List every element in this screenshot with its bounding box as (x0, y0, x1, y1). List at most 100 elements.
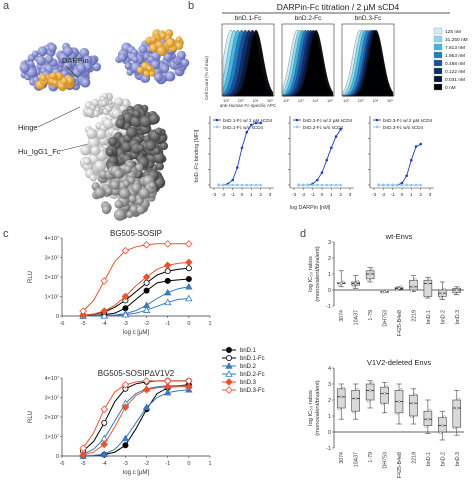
binding-point (400, 183, 404, 187)
d-x-tick: bnD.1 (426, 452, 432, 466)
binding-legend-marker (295, 118, 299, 122)
hist-ylabel: Cell Count (% of max) (204, 55, 209, 100)
binding-x-tick: 0 (241, 192, 244, 198)
c-data-point (163, 261, 172, 270)
binding-point (254, 121, 258, 125)
c-x-tick: 1 (208, 321, 211, 327)
d-x-tick: DH753 (383, 452, 389, 469)
darpin-atom (164, 71, 176, 82)
d-y-tick: 3 (328, 240, 331, 246)
binding-point (334, 183, 338, 187)
histogram-trace (223, 29, 274, 97)
c-data-point (143, 279, 150, 286)
panel-a-structure: DARPin Hinge Hu_IgG1_Fc (0, 0, 190, 225)
darpin-atom (126, 68, 134, 76)
binding-legend-label: bnD.1-Fc w/o sCD4 (223, 125, 264, 130)
binding-point (226, 183, 230, 187)
darpin-atom (180, 58, 190, 68)
c-series-line (83, 278, 189, 317)
fc-atom (126, 210, 134, 219)
fc-atom (86, 128, 98, 139)
c-data-point (142, 241, 151, 249)
box-iqr (423, 280, 433, 297)
binding-point (320, 171, 324, 174)
binding-x-tick: 0 (401, 192, 404, 198)
c-data-point (142, 377, 151, 385)
binding-chart-2: -3 -2 -1 0 1 2 3 bnD.2-Fc w/ 2 µM sCD4 bnD.2-Fc … (288, 116, 354, 198)
binding-point (405, 174, 408, 177)
panel-d: wt-Envs -1 0 1 2 3 log IC₅₀ ratios (monovalent/… (300, 228, 474, 490)
c-y-tick: 4×10⁷ (45, 375, 59, 382)
box-point (356, 388, 359, 391)
c-data-point (121, 246, 130, 255)
binding-point (222, 183, 225, 187)
darpin-atom (62, 46, 74, 57)
hist-legend-swatch (433, 43, 443, 51)
panel-b-title: DARPin-Fc titration / 2 µM sCD4 (277, 2, 400, 12)
box-point (453, 426, 457, 430)
box-point (410, 415, 413, 419)
binding-point (339, 183, 342, 187)
c-series-line (83, 261, 189, 316)
molecule-atoms (19, 29, 190, 221)
panel-b: DARPin-Fc titration / 2 µM sCD4 bnD.1-Fc… (188, 0, 474, 225)
darpin-interface-atom (149, 35, 157, 44)
c-data-point (79, 451, 87, 459)
fc-atom (114, 97, 124, 107)
neutralization-title: BG505-SOSIP (110, 229, 162, 238)
d-x-tick: F425-B4e8 (397, 310, 403, 336)
box-point (339, 282, 343, 285)
fc-atom (83, 157, 92, 166)
binding-point (405, 183, 408, 187)
c-data-point (164, 288, 172, 296)
c-data-point (185, 383, 193, 391)
box-point (368, 272, 372, 276)
binding-legend-label: bnD.3-Fc w/ 2 µM sCD4 (383, 118, 433, 123)
hist-x-tick: 10² (283, 98, 289, 103)
binding-point (245, 131, 248, 134)
hist-legend-label: 31.250 nM (445, 37, 468, 43)
binding-legend-label: bnD.3-Fc w/o sCD4 (383, 125, 424, 130)
c-legend-label: bnD.1 (240, 348, 257, 354)
binding-point (240, 183, 244, 187)
c-x-tick: -3 (123, 321, 128, 327)
binding-point (386, 183, 390, 187)
box-point (354, 282, 357, 285)
d-x-tick: bnD.2 (440, 452, 446, 466)
hist-x-tick: 10³ (298, 98, 304, 103)
darpin-interface-atom (165, 38, 176, 48)
c-data-point (185, 258, 193, 267)
binding-series-line (378, 143, 421, 186)
box-point (381, 402, 384, 406)
hist-legend-swatch (433, 35, 443, 43)
box-point (370, 381, 374, 385)
hist-x-tick: 10³ (358, 98, 364, 103)
darpin-atom (62, 61, 73, 71)
c-data-point (142, 385, 151, 394)
box-point (395, 412, 399, 415)
fc-atom (114, 199, 124, 209)
hist-x-tick: 10⁴ (372, 98, 378, 103)
fc-atom (104, 187, 113, 195)
structure-illustration: DARPin Hinge Hu_IgG1_Fc (18, 29, 190, 221)
box-point (383, 392, 386, 395)
hist-x-tick: 10³ (238, 98, 244, 103)
box-point (385, 385, 388, 388)
binding-point (391, 183, 394, 187)
fc-atom (94, 160, 106, 172)
fc-atom (131, 182, 142, 194)
box-point (426, 417, 430, 421)
fc-atom (132, 109, 142, 118)
c-data-point (122, 442, 129, 449)
c-x-tick: -6 (60, 321, 65, 327)
d-x-tick: 2219 (411, 452, 417, 464)
c-y-tick: 2×10⁷ (45, 414, 59, 421)
c-ylabel: RLU (28, 411, 34, 423)
c-x-tick: -3 (123, 461, 128, 467)
darpin-interface-atom (60, 77, 68, 85)
d-x-tick: 1-79 (368, 452, 374, 463)
c-series-line (83, 298, 189, 317)
box-point (410, 289, 413, 293)
binding-point (382, 183, 385, 187)
hist-legend-label: 0.488 nM (445, 61, 465, 67)
